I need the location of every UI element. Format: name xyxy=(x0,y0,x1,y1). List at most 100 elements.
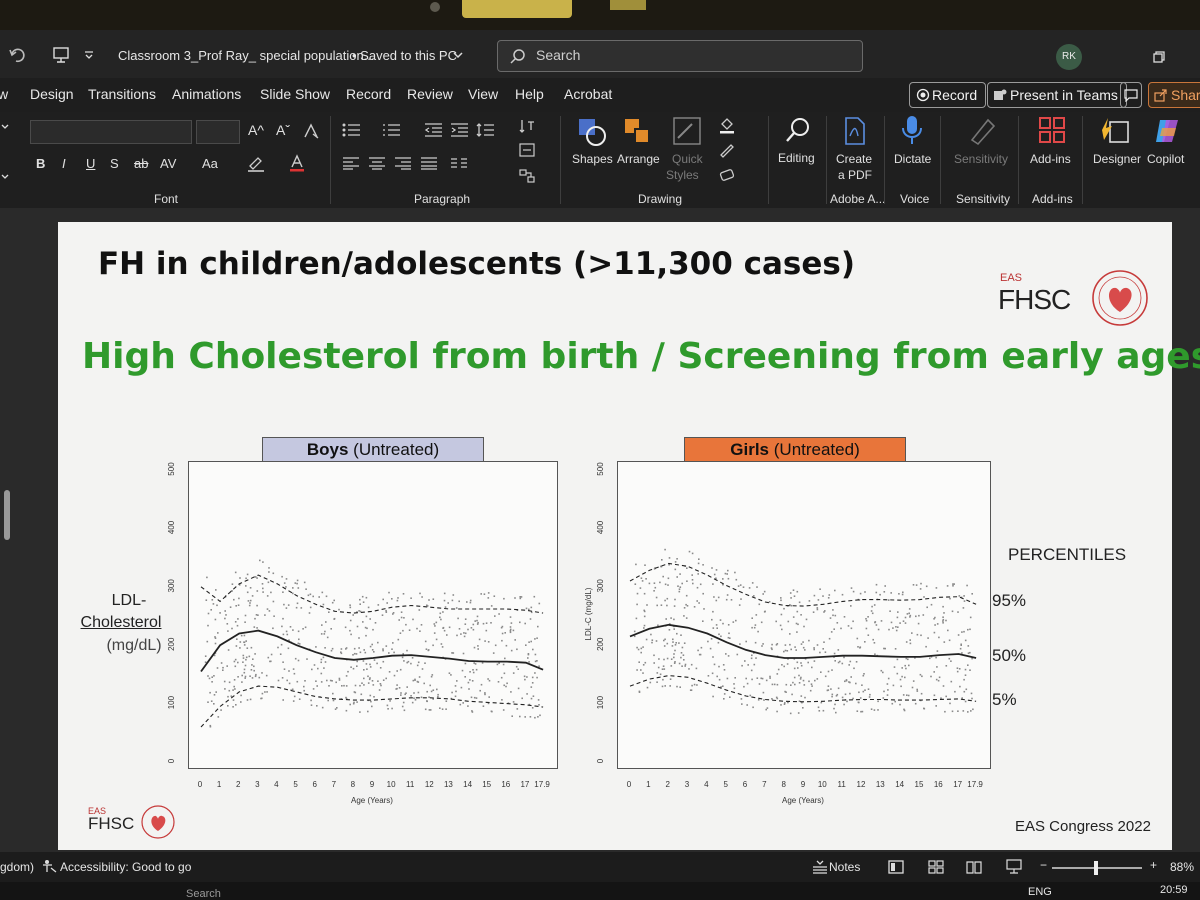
columns-icon[interactable] xyxy=(450,156,468,170)
language-indicator[interactable]: ENG xyxy=(1028,886,1052,898)
tab-view[interactable]: View xyxy=(468,86,499,102)
grow-font-button[interactable]: A^ xyxy=(248,122,264,138)
save-status[interactable]: • Saved to this PC xyxy=(352,48,457,63)
text-direction-icon[interactable] xyxy=(518,118,536,134)
add-ins-button[interactable]: Add-ins xyxy=(1030,152,1071,166)
undo-icon[interactable] xyxy=(8,46,26,64)
slide-sorter-icon[interactable] xyxy=(928,860,944,874)
customize-qat-icon[interactable] xyxy=(84,50,94,60)
chevron-down-icon[interactable] xyxy=(452,50,464,60)
menu-fragment[interactable]: w xyxy=(0,86,9,102)
accessibility-icon[interactable] xyxy=(42,859,58,873)
tab-record[interactable]: Record xyxy=(346,86,392,102)
sensitivity-button[interactable]: Sensitivity xyxy=(954,152,1009,166)
data-point xyxy=(204,661,207,663)
create-pdf-label-2[interactable]: a PDF xyxy=(838,168,873,182)
zoom-level[interactable]: 88% xyxy=(1170,860,1195,874)
font-family-select[interactable] xyxy=(30,120,192,144)
align-center-icon[interactable] xyxy=(368,156,386,170)
slide-show-icon[interactable] xyxy=(1006,859,1022,875)
justify-icon[interactable] xyxy=(420,156,438,170)
taskbar-search[interactable]: Search xyxy=(186,888,221,900)
tab-animations[interactable]: Animations xyxy=(172,86,242,102)
sensitivity-icon[interactable] xyxy=(968,116,996,146)
present-from-start-icon[interactable] xyxy=(52,46,70,64)
present-in-teams-button[interactable]: Present in Teams xyxy=(987,82,1127,108)
smartart-icon[interactable] xyxy=(518,168,536,184)
decrease-indent-icon[interactable] xyxy=(424,122,444,138)
italic-button[interactable]: I xyxy=(62,156,66,171)
clock[interactable]: 20:59 xyxy=(1160,884,1188,896)
arrange-icon[interactable] xyxy=(622,116,654,148)
font-color-icon[interactable] xyxy=(288,154,306,172)
restore-window-icon[interactable] xyxy=(1152,50,1166,64)
record-button[interactable]: Record xyxy=(909,82,987,108)
shape-outline-icon[interactable] xyxy=(718,142,736,160)
add-ins-icon[interactable] xyxy=(1038,116,1066,144)
reading-view-icon[interactable] xyxy=(966,860,982,874)
create-pdf-label-1[interactable]: Create xyxy=(836,152,873,166)
comments-button[interactable] xyxy=(1120,82,1142,108)
align-text-icon[interactable] xyxy=(518,142,536,158)
align-left-icon[interactable] xyxy=(342,156,360,170)
notes-icon[interactable] xyxy=(812,860,828,874)
data-point xyxy=(293,695,296,698)
data-point xyxy=(898,593,900,595)
share-button[interactable]: Share xyxy=(1148,82,1200,108)
quick-styles-label-1[interactable]: Quick xyxy=(672,152,703,166)
designer-icon[interactable] xyxy=(1100,116,1130,146)
shapes-icon[interactable] xyxy=(576,116,608,148)
tab-review[interactable]: Review xyxy=(407,86,453,102)
change-case-button[interactable]: Aa xyxy=(202,156,218,171)
zoom-slider-thumb[interactable] xyxy=(1094,861,1098,875)
copilot-button[interactable]: Copilot xyxy=(1147,152,1185,166)
strikethrough-button[interactable]: ab xyxy=(134,156,149,171)
data-point xyxy=(298,638,300,641)
data-point xyxy=(901,675,903,678)
tab-design[interactable]: Design xyxy=(30,86,74,102)
document-title[interactable]: Classroom 3_Prof Ray_ special population… xyxy=(118,48,375,63)
arrange-button[interactable]: Arrange xyxy=(617,152,660,166)
font-size-select[interactable] xyxy=(196,120,240,144)
increase-indent-icon[interactable] xyxy=(450,122,470,138)
magnifier-icon[interactable] xyxy=(784,116,812,146)
shadow-button[interactable]: S xyxy=(110,156,119,171)
scrollbar-thumb[interactable] xyxy=(4,490,10,540)
quick-styles-icon[interactable] xyxy=(672,116,702,146)
search-box[interactable]: Search xyxy=(497,40,863,72)
microphone-icon[interactable] xyxy=(900,114,924,148)
zoom-out-button[interactable]: − xyxy=(1040,858,1048,872)
character-spacing-button[interactable]: AV xyxy=(160,156,177,171)
normal-view-icon[interactable] xyxy=(888,860,904,874)
bold-button[interactable]: B xyxy=(36,156,46,171)
highlight-icon[interactable] xyxy=(246,154,266,172)
avatar[interactable]: RK xyxy=(1056,44,1082,70)
shape-fill-icon[interactable] xyxy=(718,116,736,134)
chevron-down-icon[interactable] xyxy=(0,172,10,182)
chevron-down-icon[interactable] xyxy=(0,122,10,132)
designer-button[interactable]: Designer xyxy=(1093,152,1142,166)
notes-button[interactable]: Notes xyxy=(829,860,861,874)
create-pdf-icon[interactable] xyxy=(842,116,868,146)
tab-slide-show[interactable]: Slide Show xyxy=(260,86,331,102)
dictate-button[interactable]: Dictate xyxy=(894,152,932,166)
zoom-in-button[interactable]: + xyxy=(1150,858,1158,872)
tab-acrobat[interactable]: Acrobat xyxy=(564,86,613,102)
underline-button[interactable]: U xyxy=(86,156,96,171)
data-point xyxy=(421,596,423,598)
line-spacing-icon[interactable] xyxy=(476,122,496,138)
accessibility-status[interactable]: Accessibility: Good to go xyxy=(60,860,192,874)
shapes-button[interactable]: Shapes xyxy=(572,152,613,166)
quick-styles-label-2[interactable]: Styles xyxy=(666,168,699,182)
shape-effects-icon[interactable] xyxy=(718,166,736,184)
align-right-icon[interactable] xyxy=(394,156,412,170)
shrink-font-button[interactable]: Aˇ xyxy=(276,122,290,138)
copilot-icon[interactable] xyxy=(1152,116,1182,146)
tab-transitions[interactable]: Transitions xyxy=(88,86,156,102)
tab-help[interactable]: Help xyxy=(515,86,544,102)
data-point xyxy=(306,658,308,660)
editing-button[interactable]: Editing xyxy=(778,151,815,165)
numbering-icon[interactable] xyxy=(382,122,402,138)
clear-formatting-icon[interactable] xyxy=(302,122,320,140)
bullets-icon[interactable] xyxy=(342,122,362,138)
